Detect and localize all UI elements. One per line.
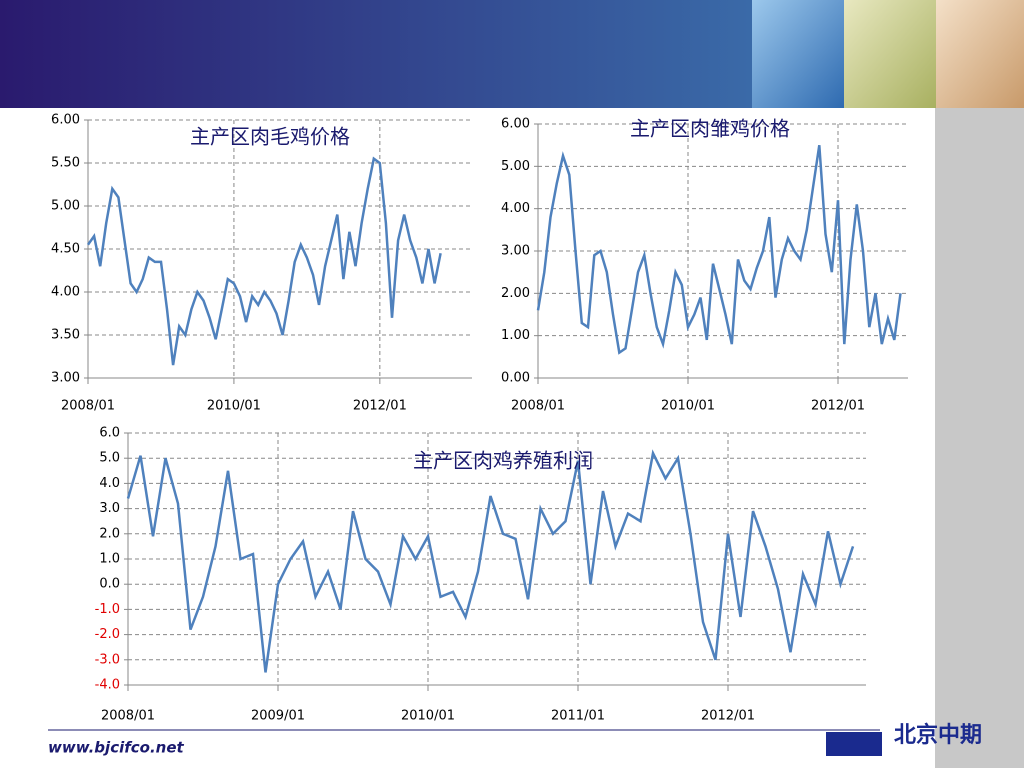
- y-tick-label: 5.00: [501, 159, 530, 174]
- x-tick-label: 2011/01: [551, 709, 605, 724]
- y-tick-label: 0.00: [501, 371, 530, 386]
- header-photo: [936, 0, 1024, 108]
- x-tick-label: 2008/01: [61, 399, 115, 414]
- y-tick-label: 2.00: [501, 286, 530, 301]
- y-tick-label: -3.0: [95, 652, 120, 667]
- x-tick-label: 2010/01: [207, 399, 261, 414]
- x-tick-label: 2008/01: [101, 709, 155, 724]
- y-tick-label: 3.00: [501, 244, 530, 259]
- header-band: [0, 0, 752, 108]
- y-tick-label: -4.0: [95, 678, 120, 693]
- y-tick-label: 4.50: [51, 242, 80, 257]
- x-tick-label: 2012/01: [811, 399, 865, 414]
- chart-title: 主产区肉毛鸡价格: [190, 125, 350, 149]
- chart-title: 主产区肉雏鸡价格: [630, 117, 790, 141]
- data-line: [86, 156, 442, 366]
- header-photo: [844, 0, 936, 108]
- y-tick-label: 2.0: [99, 526, 120, 541]
- logo-mark: [826, 732, 882, 756]
- x-tick-label: 2008/01: [511, 399, 565, 414]
- y-tick-label: 4.00: [51, 285, 80, 300]
- y-tick-label: 6.00: [501, 117, 530, 132]
- y-tick-label: 1.0: [99, 552, 120, 567]
- logo-text: 北京中期: [894, 722, 982, 748]
- x-tick-label: 2012/01: [701, 709, 755, 724]
- y-tick-label: 4.00: [501, 201, 530, 216]
- y-tick-label: 6.00: [51, 113, 80, 128]
- x-tick-label: 2010/01: [661, 399, 715, 414]
- y-tick-label: 3.0: [99, 501, 120, 516]
- y-tick-label: 5.00: [51, 199, 80, 214]
- y-tick-label: 5.50: [51, 156, 80, 171]
- x-tick-label: 2012/01: [353, 399, 407, 414]
- y-tick-label: 4.0: [99, 476, 120, 491]
- y-tick-label: -2.0: [95, 627, 120, 642]
- sidebar: [935, 108, 1024, 768]
- y-tick-label: 5.0: [99, 451, 120, 466]
- y-tick-label: 3.00: [51, 371, 80, 386]
- y-tick-label: 1.00: [501, 328, 530, 343]
- footer-url: www.bjcifco.net: [48, 739, 184, 757]
- x-tick-label: 2010/01: [401, 709, 455, 724]
- y-tick-label: 6.0: [99, 426, 120, 441]
- y-tick-label: 0.0: [99, 577, 120, 592]
- header-photo: [752, 0, 844, 108]
- data-line: [126, 449, 855, 673]
- x-tick-label: 2009/01: [251, 709, 305, 724]
- y-tick-label: 3.50: [51, 328, 80, 343]
- y-tick-label: -1.0: [95, 602, 120, 617]
- data-line: [536, 145, 902, 355]
- chart-title: 主产区肉鸡养殖利润: [413, 449, 593, 473]
